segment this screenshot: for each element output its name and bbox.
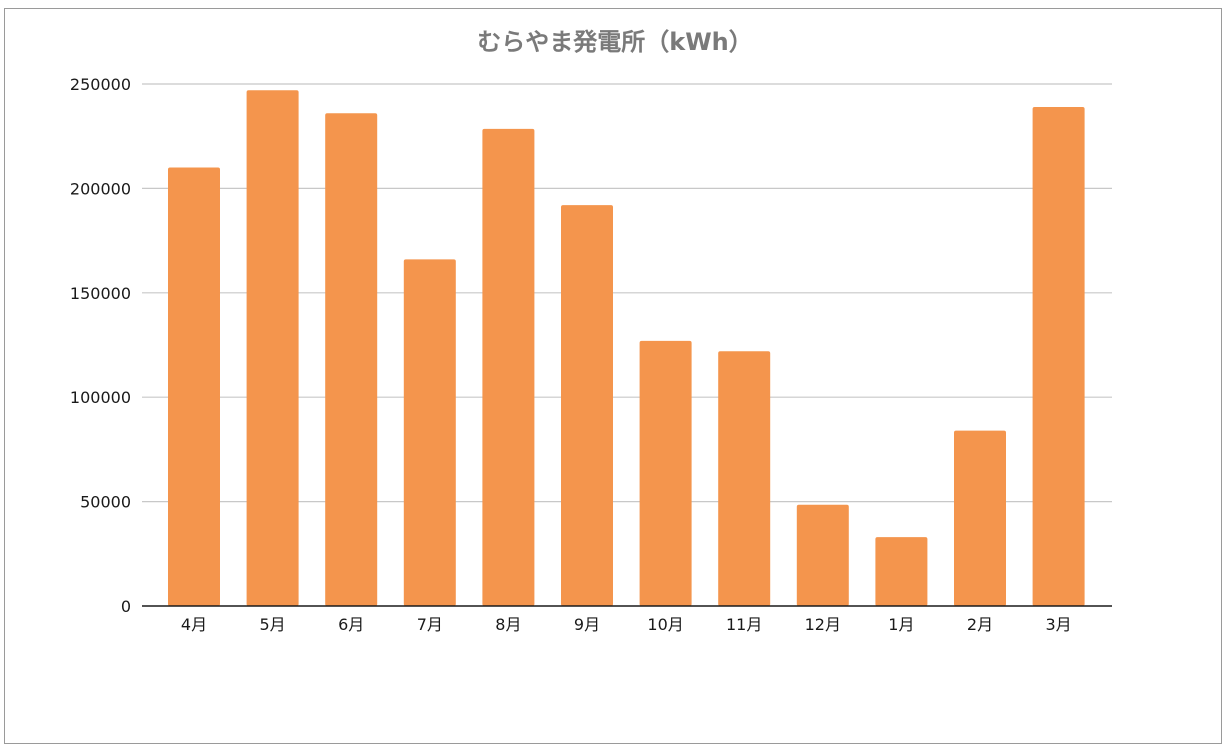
x-tick-label: 10月 xyxy=(647,615,683,634)
x-tick-label: 6月 xyxy=(338,615,364,634)
y-tick-label: 250000 xyxy=(70,75,131,94)
x-tick-label: 4月 xyxy=(181,615,207,634)
x-tick-label: 2月 xyxy=(967,615,993,634)
x-tick-label: 7月 xyxy=(417,615,443,634)
gridlines xyxy=(142,83,1112,503)
x-tick-label: 12月 xyxy=(805,615,841,634)
y-tick-label: 50000 xyxy=(80,493,131,512)
bar-12 xyxy=(1032,106,1085,606)
chart-title: むらやま発電所（kWh） xyxy=(477,28,753,56)
x-axis-ticks: 4月 5月 6月 7月 8月 9月 10月 11月 12月 1月 2月 3月 xyxy=(181,615,1072,634)
x-tick-label: 8月 xyxy=(495,615,521,634)
bar-7 xyxy=(639,340,692,606)
bar-8 xyxy=(718,351,771,606)
bar-11 xyxy=(954,430,1006,606)
y-tick-label: 100000 xyxy=(70,388,131,407)
bar-6 xyxy=(561,205,613,606)
x-tick-label: 1月 xyxy=(888,615,914,634)
y-tick-label: 150000 xyxy=(70,284,131,303)
y-tick-label: 200000 xyxy=(70,179,131,198)
bar-4 xyxy=(403,259,456,606)
x-tick-label: 3月 xyxy=(1046,615,1072,634)
bar-9 xyxy=(796,504,849,606)
bar-10 xyxy=(875,537,928,606)
x-tick-label: 9月 xyxy=(574,615,600,634)
x-tick-label: 11月 xyxy=(726,615,762,634)
bar-2 xyxy=(246,90,299,607)
y-axis-ticks: 0 50000 100000 150000 200000 250000 xyxy=(70,75,131,616)
x-tick-label: 5月 xyxy=(260,615,286,634)
y-tick-label: 0 xyxy=(121,597,131,616)
bar-1 xyxy=(168,167,220,606)
bars xyxy=(168,90,1085,607)
bar-5 xyxy=(482,128,535,606)
bar-3 xyxy=(325,113,378,607)
